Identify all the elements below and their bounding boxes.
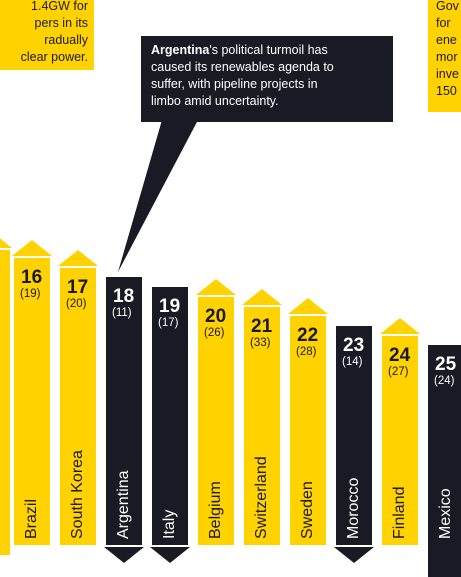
callout-right-line: for: [436, 16, 451, 30]
callout-argentina-line: suffer, with pipeline projects in: [151, 77, 318, 91]
callout-right: Gov for ene mor inve 150: [428, 0, 461, 112]
callout-left-line: clear power.: [20, 50, 88, 64]
rank-label: 21: [251, 315, 273, 337]
category-label: Sweden: [299, 481, 316, 539]
bar-arrow-up: [288, 298, 328, 315]
rank-label: 20: [205, 305, 227, 327]
previous-rank-label: (24): [434, 375, 455, 388]
rank-label: 17: [67, 276, 89, 298]
rank-label: 25: [435, 354, 457, 376]
rank-label: 23: [343, 334, 365, 356]
previous-rank-label: (27): [388, 365, 409, 378]
bar-arrow-down: [150, 547, 190, 563]
bar-brazil: 16 (19) Brazil: [14, 258, 50, 545]
category-label: Brazil: [23, 498, 40, 539]
callout-left-line: pers in its: [34, 16, 89, 30]
category-label: Argentina: [115, 470, 132, 539]
previous-rank-label: (26): [204, 326, 225, 339]
callout-argentina-bold: Argentina: [151, 43, 210, 57]
callout-argentina-line: caused its renewables agenda to: [151, 60, 334, 74]
previous-rank-label: (20): [66, 297, 87, 310]
callout-left-line: 1.4GW for: [31, 0, 88, 13]
bar-argentina: 18 (11) Argentina: [106, 277, 142, 545]
category-label: Switzerland: [253, 456, 270, 539]
previous-rank-label: (28): [296, 346, 317, 359]
previous-rank-label: (14): [342, 355, 363, 368]
bar-arrow-up: [242, 288, 282, 305]
rank-label: 24: [389, 344, 411, 366]
callout-left-line: radually: [44, 33, 88, 47]
bar-arrow-up: [196, 278, 236, 295]
bar-morocco: 23 (14) Morocco: [336, 325, 372, 545]
category-label: Mexico: [437, 488, 454, 539]
bar-south-korea: 17 (20) South Korea: [60, 267, 96, 545]
rank-label: 18: [113, 286, 135, 308]
callout-left: 1.4GW for pers in its radually clear pow…: [0, 0, 94, 70]
bar-arrow-down: [104, 547, 144, 563]
bar-arrow-up: [12, 240, 52, 256]
bar-mexico: 25 (24) Mexico: [428, 345, 461, 577]
previous-rank-label: (11): [112, 307, 132, 320]
previous-rank-label: (33): [250, 336, 271, 349]
callout-argentina-line: Argentina's political turmoil has: [151, 42, 383, 59]
category-label: Italy: [161, 509, 178, 539]
bar-arrow-up: [58, 249, 98, 266]
bar-sweden: 22 (28) Sweden: [290, 316, 326, 545]
bar-arrow-up: [380, 317, 420, 334]
category-label: Finland: [391, 486, 408, 539]
bar-switzerland: 21 (33) Switzerland: [244, 306, 280, 545]
bar-finland: 24 (27) Finland: [382, 335, 418, 545]
callout-argentina-text: 's political turmoil has: [209, 43, 328, 57]
previous-rank-label: (19): [20, 288, 41, 300]
category-label: South Korea: [69, 450, 86, 539]
callout-right-line: Gov: [436, 0, 459, 13]
bar-belgium: 20 (26) Belgium: [198, 296, 234, 545]
callout-right-line: mor: [436, 50, 458, 64]
callout-right-line: inve: [436, 67, 459, 81]
rank-label: 19: [159, 296, 181, 318]
callout-argentina: Argentina's political turmoil has caused…: [141, 36, 393, 122]
rank-label: 22: [297, 325, 319, 347]
rank-label: 16: [21, 267, 43, 288]
bar-partial: [0, 250, 10, 555]
bar-arrow-down: [334, 547, 374, 563]
bar-arrow-up: [0, 232, 12, 248]
callout-argentina-line: limbo amid uncertainty.: [151, 94, 279, 108]
callout-right-line: 150: [436, 84, 457, 98]
callout-right-line: ene: [436, 33, 457, 47]
category-label: Belgium: [207, 481, 224, 539]
bar-italy: 19 (17) Italy: [152, 287, 188, 545]
previous-rank-label: (17): [158, 317, 179, 330]
category-label: Morocco: [345, 477, 362, 539]
